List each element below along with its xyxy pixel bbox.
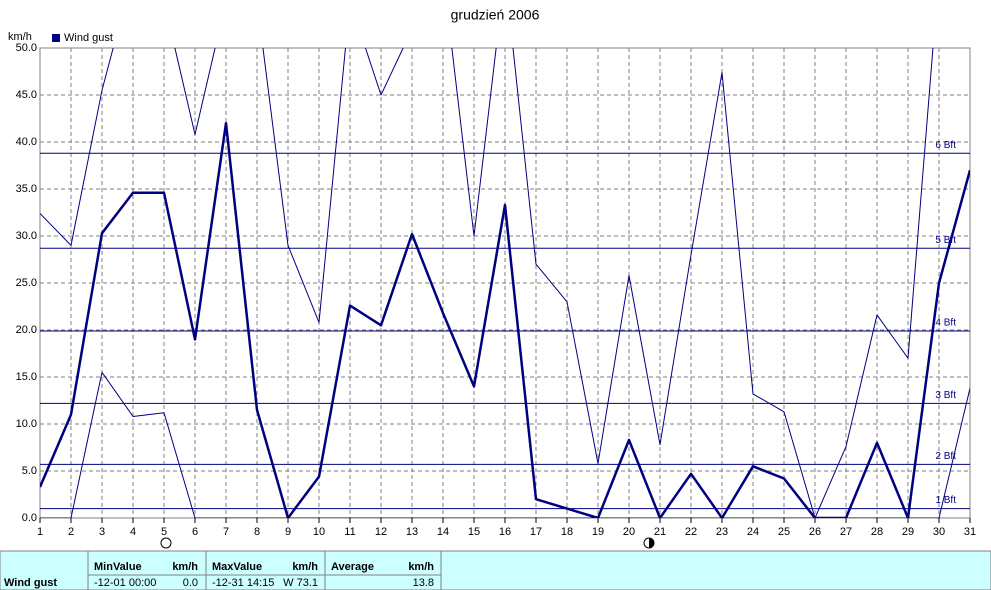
legend-label: Wind gust xyxy=(64,32,113,44)
stats-value: W 73.1 xyxy=(283,577,318,589)
x-tick-label: 26 xyxy=(809,526,821,538)
reference-label: 1 Bft xyxy=(935,495,956,506)
reference-label: 4 Bft xyxy=(935,318,956,329)
x-tick-label: 10 xyxy=(313,526,325,538)
stats-table: Wind gust MinValue km/h -12-01 00:00 0.0… xyxy=(0,550,991,590)
y-tick-label: 0.0 xyxy=(22,512,37,524)
y-axis-label: km/h xyxy=(8,31,32,43)
x-tick-label: 12 xyxy=(375,526,387,538)
series-line xyxy=(40,48,934,518)
x-tick-label: 1 xyxy=(37,526,43,538)
stats-when: -12-31 14:15 xyxy=(212,577,274,589)
stats-value: 0.0 xyxy=(183,577,198,589)
y-tick-label: 35.0 xyxy=(16,183,37,195)
stats-header: MaxValue xyxy=(212,561,262,573)
x-tick-label: 27 xyxy=(840,526,852,538)
y-tick-label: 15.0 xyxy=(16,371,37,383)
x-tick-label: 25 xyxy=(778,526,790,538)
x-tick-label: 31 xyxy=(964,526,976,538)
stats-background xyxy=(0,550,991,590)
y-tick-label: 25.0 xyxy=(16,277,37,289)
y-tick-label: 45.0 xyxy=(16,89,37,101)
chart-title: grudzień 2006 xyxy=(451,7,540,23)
x-tick-label: 28 xyxy=(871,526,883,538)
x-tick-label: 6 xyxy=(192,526,198,538)
x-tick-label: 2 xyxy=(68,526,74,538)
y-tick-label: 30.0 xyxy=(16,230,37,242)
x-tick-label: 7 xyxy=(223,526,229,538)
reference-label: 3 Bft xyxy=(935,390,956,401)
legend-swatch xyxy=(52,34,60,42)
x-tick-label: 30 xyxy=(933,526,945,538)
reference-label: 6 Bft xyxy=(935,140,956,151)
x-tick-label: 14 xyxy=(437,526,449,538)
x-tick-label: 18 xyxy=(561,526,573,538)
y-tick-label: 5.0 xyxy=(22,465,37,477)
x-tick-label: 3 xyxy=(99,526,105,538)
x-tick-label: 4 xyxy=(130,526,136,538)
x-tick-label: 11 xyxy=(344,526,355,538)
y-tick-label: 10.0 xyxy=(16,418,37,430)
x-tick-label: 13 xyxy=(406,526,418,538)
stats-unit: km/h xyxy=(172,561,198,573)
x-tick-label: 29 xyxy=(902,526,914,538)
stats-unit: km/h xyxy=(292,561,318,573)
plot xyxy=(40,48,970,518)
x-tick-label: 21 xyxy=(654,526,666,538)
x-tick-label: 22 xyxy=(685,526,697,538)
x-tick-label: 5 xyxy=(161,526,167,538)
x-tick-label: 15 xyxy=(468,526,480,538)
x-tick-label: 8 xyxy=(254,526,260,538)
stats-unit: km/h xyxy=(408,561,434,573)
x-tick-label: 24 xyxy=(747,526,759,538)
series-line xyxy=(40,121,970,518)
y-tick-label: 40.0 xyxy=(16,136,37,148)
x-tick-label: 9 xyxy=(285,526,291,538)
x-tick-label: 23 xyxy=(716,526,728,538)
stats-header: MinValue xyxy=(94,561,142,573)
x-tick-label: 17 xyxy=(530,526,542,538)
stats-value: 13.8 xyxy=(413,577,434,589)
x-tick-label: 16 xyxy=(499,526,511,538)
stats-row-label: Wind gust xyxy=(4,577,57,589)
y-tick-label: 50.0 xyxy=(16,42,37,54)
moon-icon xyxy=(649,538,654,548)
stats-header: Average xyxy=(331,561,374,573)
moon-icon xyxy=(160,537,172,549)
reference-label: 2 Bft xyxy=(935,451,956,462)
x-tick-label: 19 xyxy=(592,526,604,538)
stats-when: -12-01 00:00 xyxy=(94,577,156,589)
y-tick-label: 20.0 xyxy=(16,324,37,336)
x-tick-label: 20 xyxy=(623,526,635,538)
reference-label: 5 Bft xyxy=(935,235,956,246)
